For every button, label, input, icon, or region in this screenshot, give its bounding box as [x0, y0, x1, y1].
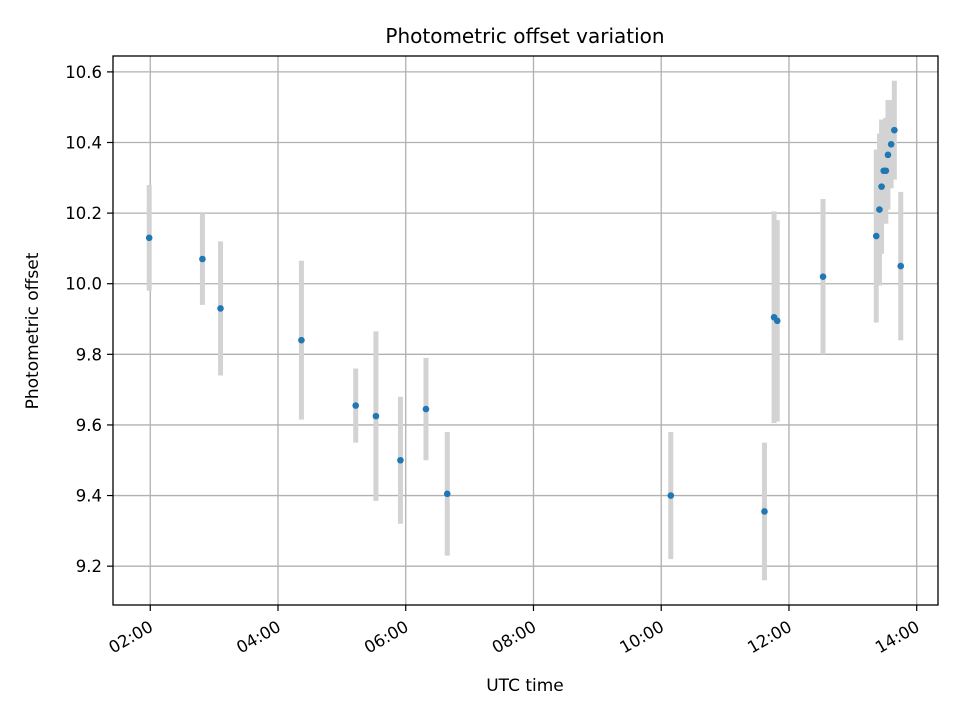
- data-point: [422, 405, 430, 413]
- data-point: [372, 412, 380, 420]
- y-tick-label: 9.4: [76, 487, 102, 506]
- y-tick-label: 10.0: [65, 275, 102, 294]
- x-axis: 02:00 04:00 06:00 08:00 10:00 12:00 14:00: [106, 605, 923, 657]
- data-point: [887, 140, 895, 148]
- data-point: [891, 126, 898, 134]
- x-tick-label: 04:00: [233, 617, 284, 657]
- data-point: [199, 255, 206, 263]
- data-point: [145, 234, 153, 242]
- x-tick-label: 08:00: [489, 617, 540, 657]
- y-tick-label: 9.2: [76, 557, 102, 576]
- y-tick-label: 9.8: [76, 345, 102, 364]
- x-tick-label: 10:00: [617, 617, 668, 657]
- y-axis: 9.2 9.4 9.6 9.8 10.0 10.2 10.4 10.6: [65, 63, 113, 576]
- x-axis-label: UTC time: [486, 676, 564, 696]
- data-point: [352, 402, 360, 409]
- data-point: [876, 206, 883, 213]
- y-tick-label: 9.6: [76, 416, 102, 435]
- grid: [113, 56, 938, 605]
- data-point: [667, 492, 675, 499]
- x-tick-label: 12:00: [744, 617, 795, 657]
- data-point: [872, 232, 880, 240]
- data-point: [882, 167, 890, 175]
- data-point: [884, 151, 892, 159]
- y-tick-label: 10.4: [65, 133, 102, 152]
- data-point: [443, 490, 451, 498]
- x-tick-label: 02:00: [106, 617, 157, 657]
- y-tick-label: 10.6: [65, 63, 102, 82]
- data-point: [897, 262, 905, 270]
- data-points: [145, 126, 905, 515]
- data-point: [773, 317, 781, 325]
- chart-title: Photometric offset variation: [385, 24, 664, 48]
- data-point: [761, 508, 768, 515]
- x-tick-label: 14:00: [872, 617, 923, 657]
- plot-frame: [112, 55, 939, 606]
- y-tick-label: 10.2: [65, 204, 102, 223]
- data-point: [217, 305, 224, 312]
- data-point: [298, 336, 305, 344]
- data-point: [819, 273, 827, 280]
- x-tick-label: 06:00: [361, 617, 412, 657]
- error-bars: [146, 80, 904, 581]
- y-axis-label: Photometric offset: [23, 252, 43, 409]
- data-point: [878, 183, 885, 190]
- data-point: [397, 456, 404, 464]
